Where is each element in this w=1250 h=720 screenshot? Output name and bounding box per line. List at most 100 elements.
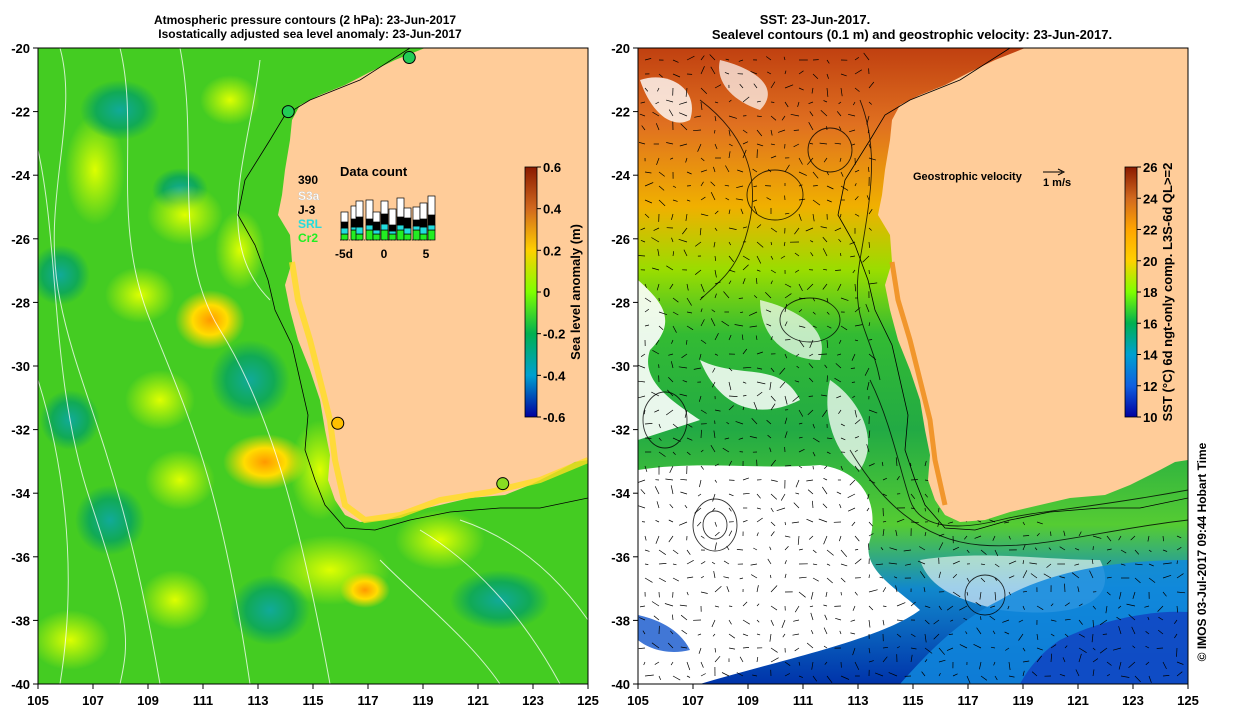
velocity-arrow [868, 521, 873, 527]
velocity-arrow [656, 283, 660, 291]
right-title-line2: Sealevel contours (0.1 m) and geostrophi… [712, 27, 1112, 42]
velocity-arrow [854, 436, 860, 439]
velocity-arrow [640, 353, 646, 357]
velocity-arrow [798, 70, 804, 75]
velocity-arrow [698, 395, 702, 402]
velocity-arrow [794, 605, 800, 613]
velocity-arrow [810, 252, 814, 257]
lon-tick-label: 109 [137, 693, 159, 708]
velocity-arrow [825, 591, 828, 597]
velocity-arrow [952, 560, 960, 565]
lon-tick-label: 105 [627, 693, 649, 708]
velocity-arrow [854, 558, 862, 565]
data-count-bar-segment [396, 197, 405, 218]
lat-tick-label: -38 [611, 613, 630, 628]
velocity-arrow [640, 227, 646, 231]
velocity-arrow [1046, 563, 1052, 568]
velocity-arrow [854, 661, 860, 671]
left-colorbar-bar [524, 166, 538, 418]
velocity-arrow [669, 503, 674, 509]
velocity-arrow [919, 546, 926, 551]
velocity-arrow [826, 549, 834, 556]
velocity-arrow [700, 673, 706, 677]
velocity-arrow [779, 381, 786, 389]
velocity-arrow [683, 249, 688, 257]
velocity-arrow [728, 619, 732, 625]
velocity-arrow [672, 437, 681, 442]
velocity-arrow [750, 71, 758, 75]
velocity-arrow [798, 409, 804, 417]
velocity-arrow [784, 573, 787, 579]
velocity-arrow [737, 169, 744, 173]
velocity-arrow [714, 101, 719, 104]
velocity-arrow [1036, 533, 1040, 537]
velocity-arrow [924, 619, 930, 625]
velocity-arrow [710, 192, 716, 201]
velocity-arrow [866, 381, 870, 391]
lon-tick-label: 109 [737, 693, 759, 708]
velocity-arrow [826, 311, 830, 315]
velocity-arrow [644, 535, 647, 541]
velocity-arrow [952, 591, 961, 598]
velocity-arrow [678, 521, 688, 526]
velocity-arrow [808, 363, 814, 369]
velocity-arrow [752, 674, 758, 677]
velocity-arrow [698, 647, 702, 654]
velocity-arrow [810, 612, 814, 621]
velocity-arrow [966, 549, 970, 554]
lon-tick-label: 125 [577, 693, 599, 708]
velocity-arrow [794, 647, 800, 652]
velocity-legend-label: Geostrophic velocity [913, 171, 1023, 183]
velocity-arrow [669, 465, 674, 473]
velocity-arrow [824, 614, 828, 621]
velocity-arrow [889, 547, 898, 551]
velocity-arrow [784, 321, 788, 327]
lat-tick-label: -32 [611, 423, 630, 438]
velocity-arrow [741, 334, 744, 341]
velocity-arrow [753, 295, 758, 299]
velocity-arrow [770, 255, 774, 260]
velocity-arrow [728, 129, 731, 137]
lat-tick-label: -28 [611, 295, 630, 310]
velocity-arrow [924, 633, 927, 643]
data-count-bar-segment [427, 229, 436, 241]
velocity-arrow [990, 646, 996, 649]
velocity-arrow [868, 660, 874, 663]
velocity-arrow [756, 532, 759, 537]
velocity-arrow [807, 409, 814, 416]
velocity-arrow [950, 619, 954, 622]
left-latitude-axis: -20 -22 -24 -26 -28 -30 -32 -34 -36 -38 -40 [11, 41, 38, 692]
velocity-arrow [714, 585, 722, 593]
velocity-arrow [976, 627, 982, 635]
velocity-arrow [742, 348, 748, 355]
velocity-arrow [652, 349, 660, 355]
velocity-arrow [714, 521, 717, 527]
velocity-arrow [726, 545, 730, 551]
velocity-arrow [753, 83, 758, 89]
velocity-arrow [966, 577, 970, 582]
velocity-arrow [784, 283, 792, 288]
velocity-arrow [882, 587, 887, 593]
velocity-arrow [685, 213, 688, 221]
velocity-arrow [836, 491, 842, 495]
velocity-arrow [840, 675, 850, 680]
left-shelf-line [237, 48, 588, 531]
velocity-arrow [864, 367, 870, 376]
velocity-arrow [1091, 633, 1094, 643]
velocity-arrow [672, 549, 679, 555]
velocity-arrow [728, 115, 738, 119]
velocity-arrow [714, 647, 717, 653]
velocity-arrow [806, 642, 814, 649]
velocity-arrow [658, 423, 661, 429]
velocity-arrow [840, 213, 842, 218]
velocity-arrow [679, 393, 688, 397]
velocity-arrow [668, 535, 674, 543]
velocity-arrow [1162, 562, 1172, 565]
data-count-bar-segment [396, 216, 405, 226]
velocity-arrow [952, 573, 958, 579]
velocity-arrow [1059, 576, 1066, 579]
velocity-arrow [812, 423, 815, 429]
lat-tick-label: -24 [11, 168, 31, 183]
velocity-arrow [756, 351, 764, 355]
velocity-arrow [812, 311, 816, 315]
